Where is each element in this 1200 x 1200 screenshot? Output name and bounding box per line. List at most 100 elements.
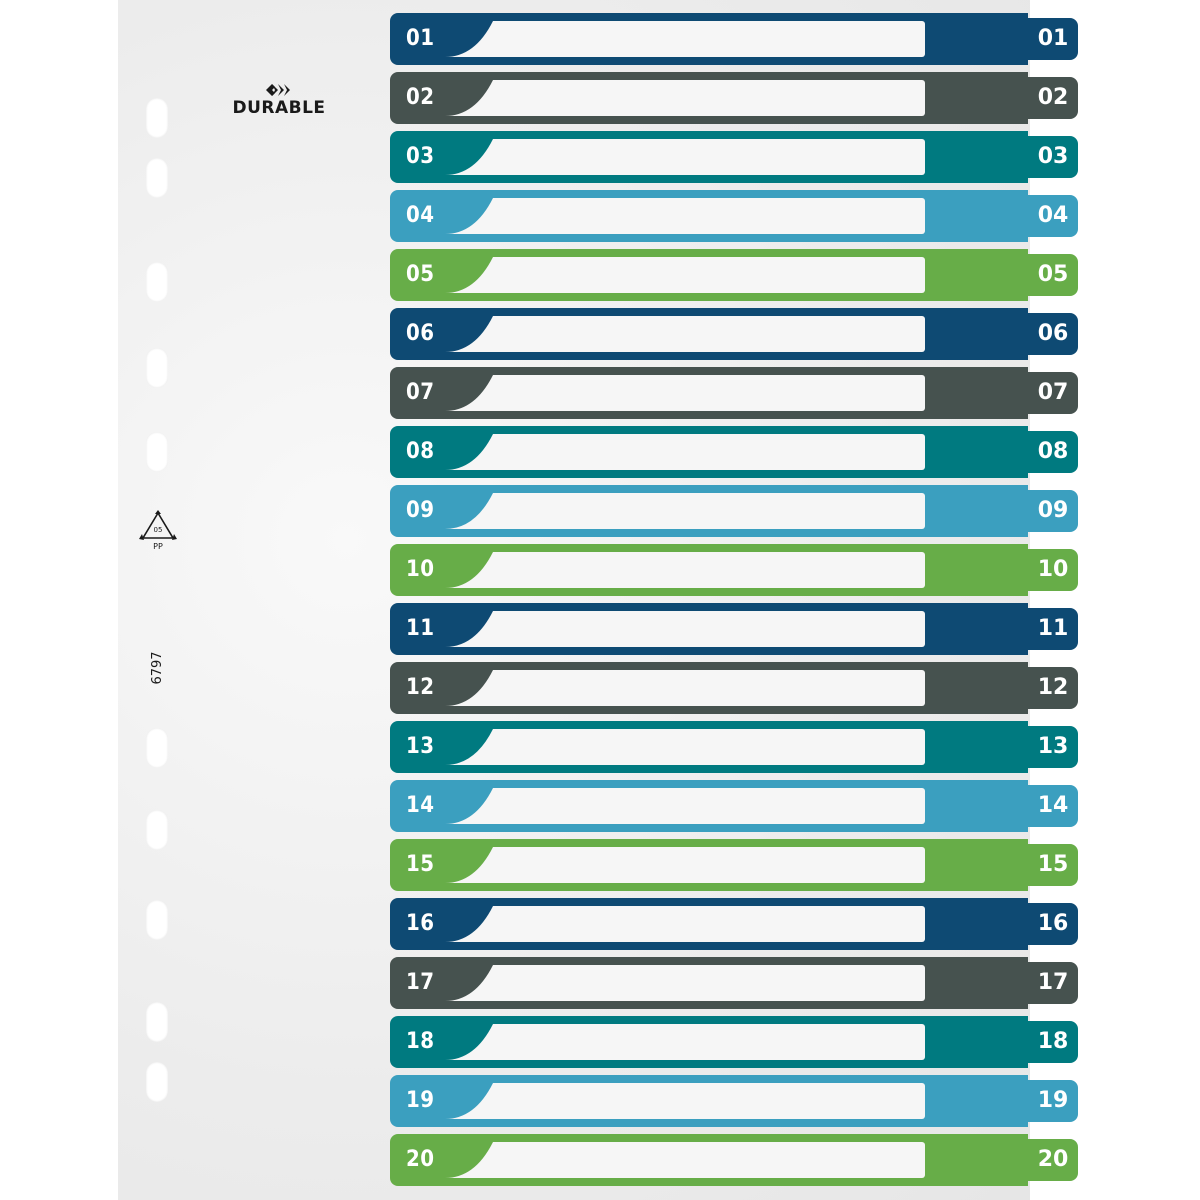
punch-hole xyxy=(146,432,168,472)
side-tab[interactable]: 02 xyxy=(1028,77,1078,119)
index-row[interactable]: 09 09 xyxy=(390,485,1078,537)
color-block xyxy=(925,962,1028,1004)
index-row[interactable]: 13 13 xyxy=(390,721,1078,773)
index-row[interactable]: 04 04 xyxy=(390,190,1078,242)
color-block xyxy=(925,195,1028,237)
number-label-shape xyxy=(395,316,493,352)
color-block xyxy=(925,903,1028,945)
punch-hole xyxy=(146,900,168,940)
index-bar: 11 xyxy=(390,603,1028,655)
side-tab[interactable]: 03 xyxy=(1028,136,1078,178)
side-tab[interactable]: 06 xyxy=(1028,313,1078,355)
punch-hole xyxy=(146,158,168,198)
row-number: 04 xyxy=(406,203,435,228)
row-number: 09 xyxy=(406,498,435,523)
side-tab[interactable]: 16 xyxy=(1028,903,1078,945)
color-block xyxy=(925,726,1028,768)
index-row[interactable]: 15 15 xyxy=(390,839,1078,891)
color-block xyxy=(925,372,1028,414)
row-number: 17 xyxy=(406,970,435,995)
number-label-shape xyxy=(395,1024,493,1060)
index-bar: 10 xyxy=(390,544,1028,596)
color-block xyxy=(925,1080,1028,1122)
index-row[interactable]: 08 08 xyxy=(390,426,1078,478)
index-bar: 12 xyxy=(390,662,1028,714)
color-block xyxy=(925,844,1028,886)
index-row[interactable]: 12 12 xyxy=(390,662,1078,714)
side-tab[interactable]: 14 xyxy=(1028,785,1078,827)
index-bar: 01 xyxy=(390,13,1028,65)
side-tab[interactable]: 19 xyxy=(1028,1080,1078,1122)
color-block xyxy=(925,313,1028,355)
index-row[interactable]: 19 19 xyxy=(390,1075,1078,1127)
index-row[interactable]: 16 16 xyxy=(390,898,1078,950)
color-block xyxy=(925,1021,1028,1063)
tab-number: 04 xyxy=(1037,203,1069,228)
color-block xyxy=(925,785,1028,827)
tab-number: 06 xyxy=(1037,321,1069,346)
side-tab[interactable]: 15 xyxy=(1028,844,1078,886)
side-tab[interactable]: 13 xyxy=(1028,726,1078,768)
row-number: 11 xyxy=(406,616,435,641)
index-row[interactable]: 05 05 xyxy=(390,249,1078,301)
punch-hole xyxy=(146,1062,168,1102)
side-tab[interactable]: 09 xyxy=(1028,490,1078,532)
side-tab[interactable]: 08 xyxy=(1028,431,1078,473)
side-tab[interactable]: 10 xyxy=(1028,549,1078,591)
side-tab[interactable]: 04 xyxy=(1028,195,1078,237)
index-row[interactable]: 18 18 xyxy=(390,1016,1078,1068)
brand-logo: DURABLE xyxy=(218,82,340,118)
tab-number: 17 xyxy=(1037,970,1069,995)
number-label-shape xyxy=(395,257,493,293)
color-block xyxy=(925,608,1028,650)
index-row[interactable]: 01 01 xyxy=(390,13,1078,65)
color-block xyxy=(925,667,1028,709)
index-row[interactable]: 17 17 xyxy=(390,957,1078,1009)
index-row[interactable]: 14 14 xyxy=(390,780,1078,832)
row-number: 18 xyxy=(406,1029,435,1054)
recycle-icon xyxy=(139,510,177,540)
tab-number: 02 xyxy=(1037,85,1069,110)
index-row[interactable]: 20 20 xyxy=(390,1134,1078,1186)
index-row[interactable]: 06 06 xyxy=(390,308,1078,360)
recycle-code: 05 xyxy=(153,526,163,534)
number-label-shape xyxy=(395,434,493,470)
side-tab[interactable]: 07 xyxy=(1028,372,1078,414)
number-label-shape xyxy=(395,1142,493,1178)
side-tab[interactable]: 12 xyxy=(1028,667,1078,709)
row-number: 19 xyxy=(406,1088,435,1113)
index-row[interactable]: 07 07 xyxy=(390,367,1078,419)
number-label-shape xyxy=(395,552,493,588)
brand-chevron-icon xyxy=(266,84,290,96)
tab-number: 14 xyxy=(1037,793,1069,818)
number-label-shape xyxy=(395,611,493,647)
punch-hole xyxy=(146,262,168,302)
color-block xyxy=(925,490,1028,532)
side-tab[interactable]: 18 xyxy=(1028,1021,1078,1063)
recycling-symbol: 05 PP xyxy=(138,510,178,554)
article-number: 6797 xyxy=(150,651,165,685)
side-tab[interactable]: 05 xyxy=(1028,254,1078,296)
side-tab[interactable]: 01 xyxy=(1028,18,1078,60)
index-bar: 08 xyxy=(390,426,1028,478)
index-row[interactable]: 02 02 xyxy=(390,72,1078,124)
side-tab[interactable]: 17 xyxy=(1028,962,1078,1004)
index-row[interactable]: 03 03 xyxy=(390,131,1078,183)
side-tab[interactable]: 20 xyxy=(1028,1139,1078,1181)
tab-number: 19 xyxy=(1037,1088,1069,1113)
index-row[interactable]: 11 11 xyxy=(390,603,1078,655)
row-number: 14 xyxy=(406,793,435,818)
row-number: 06 xyxy=(406,321,435,346)
punch-hole xyxy=(146,810,168,850)
index-row[interactable]: 10 10 xyxy=(390,544,1078,596)
tab-number: 01 xyxy=(1037,26,1069,51)
tab-number: 12 xyxy=(1037,675,1069,700)
row-number: 01 xyxy=(406,26,435,51)
row-number: 16 xyxy=(406,911,435,936)
side-tab[interactable]: 11 xyxy=(1028,608,1078,650)
row-number: 15 xyxy=(406,852,435,877)
index-bar: 04 xyxy=(390,190,1028,242)
index-bar: 15 xyxy=(390,839,1028,891)
row-number: 08 xyxy=(406,439,435,464)
number-label-shape xyxy=(395,139,493,175)
